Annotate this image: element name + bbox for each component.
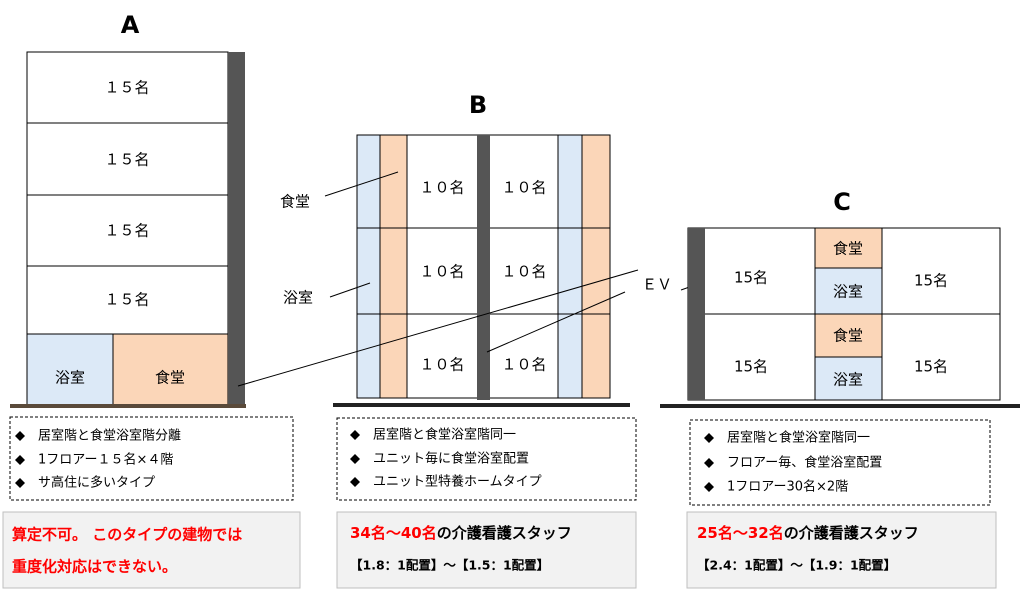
ev (228, 52, 245, 407)
ground (660, 404, 1020, 408)
note: 居室階と食堂浴室階分離 (38, 428, 181, 444)
ground (10, 404, 246, 408)
title: A (121, 11, 140, 39)
note: 居室階と食堂浴室階同一 (373, 427, 516, 443)
bullet (15, 478, 25, 488)
leader (237, 269, 639, 387)
note: 1フロアー１５名×４階 (38, 452, 173, 468)
staff-count: 34名～40名 (350, 524, 437, 542)
bullet (704, 482, 714, 492)
dining-label: 食堂 (155, 369, 185, 387)
floor-label: １５名 (104, 291, 149, 309)
dining-callout: 食堂 (280, 193, 310, 211)
bullet (704, 458, 714, 468)
note: 居室階と食堂浴室階同一 (727, 430, 870, 446)
bullets (15, 430, 714, 492)
bath-label: 浴室 (833, 371, 863, 389)
summary-box (2, 511, 301, 589)
ground (333, 403, 630, 407)
floor-label: １５名 (104, 151, 149, 169)
dining-strip (379, 134, 408, 399)
bullet (350, 477, 360, 487)
room-label: １０名 (419, 356, 464, 374)
bullet (15, 431, 25, 441)
bath-callout: 浴室 (283, 289, 313, 307)
bath-room (814, 356, 883, 401)
callout-lines (237, 171, 699, 387)
room-label: １０名 (501, 263, 546, 281)
title: C (833, 188, 851, 216)
floor (26, 194, 229, 267)
bath-strip (356, 134, 381, 399)
floor-label: １５名 (104, 79, 149, 97)
summary-staff: 25名～32名の介護看護スタッフ (697, 524, 919, 542)
building-a (26, 51, 229, 406)
dining-strip (581, 134, 611, 399)
summary-line: 算定不可。 このタイプの建物では (12, 526, 242, 544)
leader (329, 282, 371, 298)
room-label: １０名 (501, 356, 546, 374)
staff-count: 25名～32名 (697, 524, 784, 542)
floor (26, 122, 229, 196)
dining-room (112, 333, 229, 406)
leader (486, 291, 626, 353)
dining-room (814, 313, 883, 358)
room-label: １０名 (501, 179, 546, 197)
summary-box (336, 511, 637, 589)
dining-label: 食堂 (833, 240, 863, 258)
bath-label: 浴室 (833, 283, 863, 301)
ev-label: ＥＶ (642, 276, 672, 294)
note: フロアー毎、食堂浴室配置 (727, 455, 882, 471)
bullet (350, 454, 360, 464)
summary-line: 重度化対応はできない。 (12, 558, 177, 576)
ev (477, 135, 490, 400)
room-label: 15名 (914, 358, 948, 376)
note: サ高住に多いタイプ (38, 475, 155, 491)
summary-box (686, 511, 997, 589)
room-label: 15名 (734, 358, 768, 376)
building-c (687, 227, 1001, 401)
floor (26, 51, 229, 124)
bullet (704, 433, 714, 443)
title: B (469, 91, 487, 119)
room-label: 15名 (914, 272, 948, 290)
room-label: １０名 (419, 179, 464, 197)
note: 1フロアー30名×2階 (727, 479, 848, 495)
bath-room (814, 267, 883, 315)
note-box (689, 419, 991, 506)
bullet (350, 430, 360, 440)
summary-staff: 34名～40名の介護看護スタッフ (350, 524, 572, 542)
note-box (9, 416, 294, 501)
ev (688, 228, 705, 400)
summary-boxes (2, 511, 997, 589)
staff-suffix: の介護看護スタッフ (437, 524, 572, 542)
summary-ratio: 【1.8：1配置】～【1.5：1配置】 (350, 558, 549, 573)
leader (324, 171, 399, 197)
dining-room (814, 227, 883, 269)
room-label: 15名 (734, 269, 768, 287)
bath-room (26, 333, 114, 406)
dining-label: 食堂 (833, 327, 863, 345)
note-box (336, 417, 637, 501)
floor (26, 265, 229, 335)
bullet (15, 455, 25, 465)
staff-suffix: の介護看護スタッフ (784, 524, 919, 542)
floor-label: １５名 (104, 222, 149, 240)
summary-ratio: 【2.4：1配置】～【1.9：1配置】 (697, 558, 896, 573)
bath-strip (557, 134, 583, 399)
bath-label: 浴室 (55, 369, 85, 387)
note: ユニット毎に食堂浴室配置 (373, 451, 529, 467)
room-label: １０名 (419, 263, 464, 281)
note: ユニット型特養ホームタイプ (373, 474, 542, 490)
note-boxes (9, 416, 991, 506)
